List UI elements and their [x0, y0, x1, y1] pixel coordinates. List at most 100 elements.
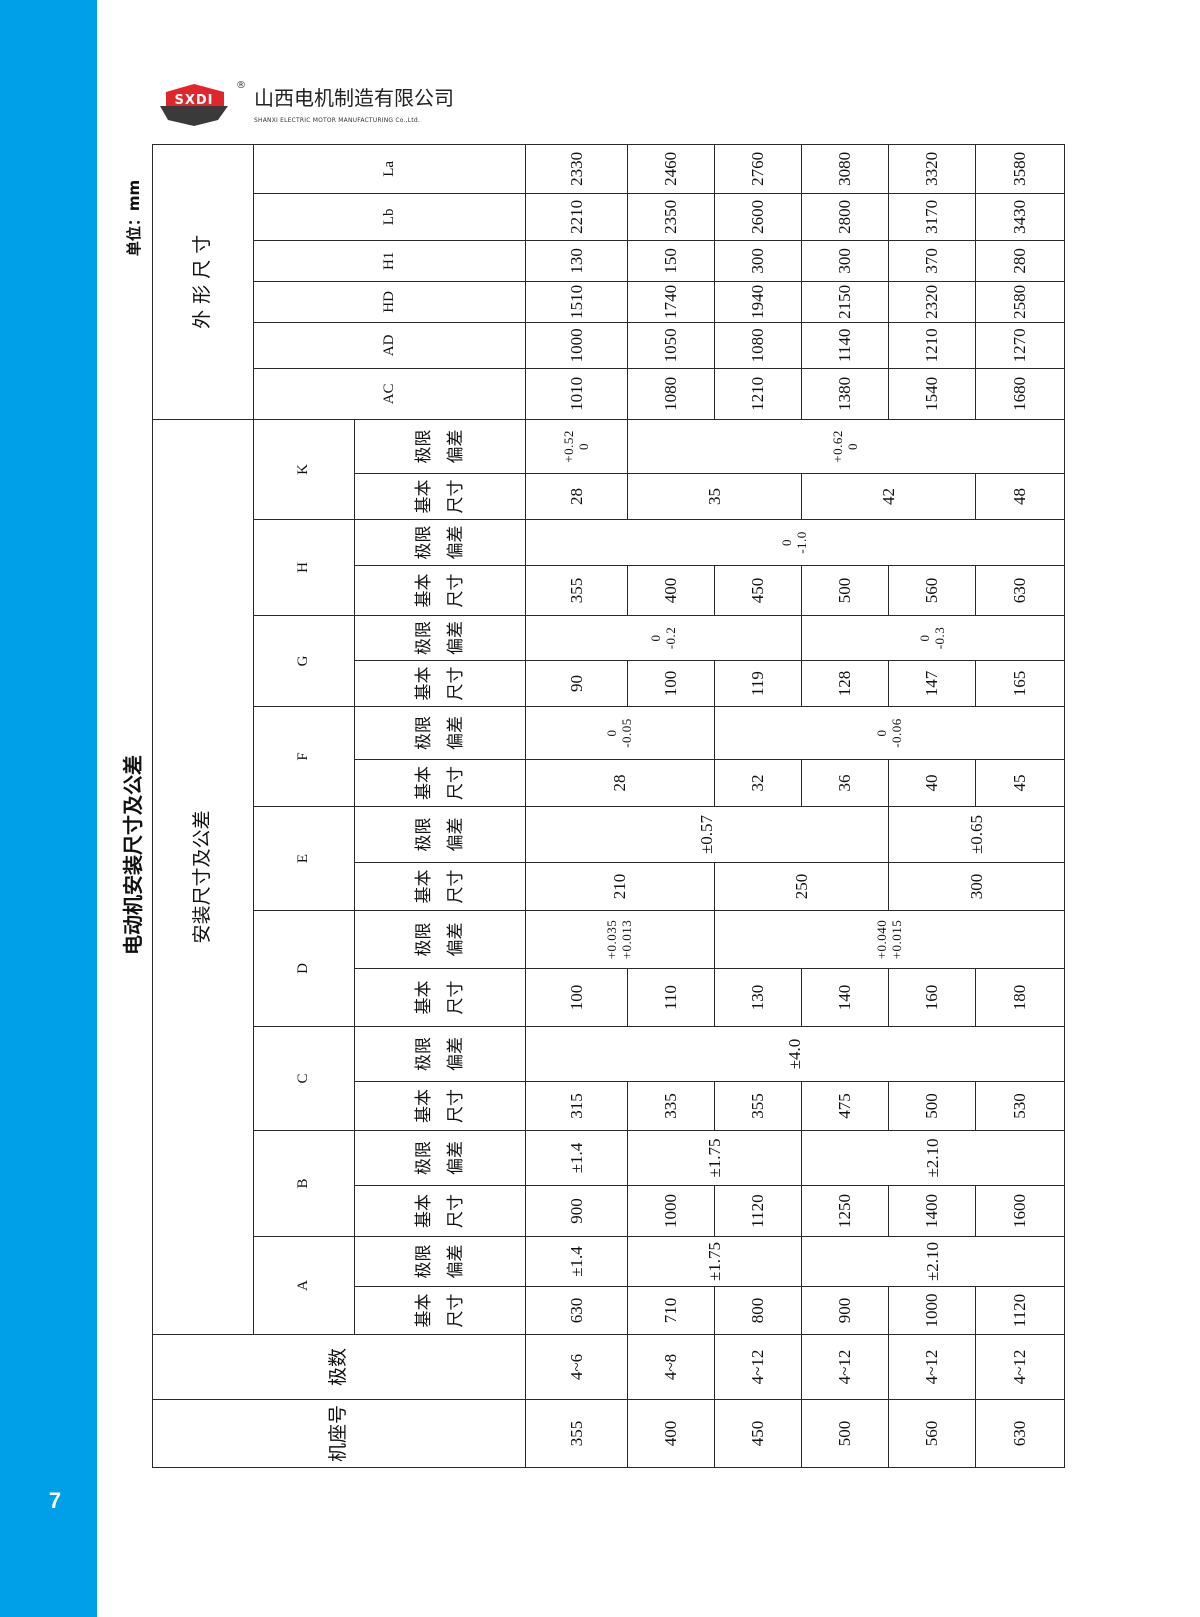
dimension-group-C: C — [253, 1026, 355, 1131]
outline-col-H1: H1 — [253, 240, 526, 282]
poles-header: 极数 — [152, 1334, 526, 1400]
cell-f-basic: 32 — [714, 759, 802, 807]
basic-size-label: 基本 尺寸 — [354, 565, 526, 616]
cell-lb: 2800 — [801, 193, 889, 241]
cell-g-basic: 165 — [975, 660, 1065, 707]
cell-f-tol: 0 -0.05 — [525, 706, 715, 760]
cell-g-basic: 90 — [525, 660, 628, 707]
cell-frame: 450 — [714, 1399, 802, 1468]
basic-size-label: 基本 尺寸 — [354, 660, 526, 707]
tolerance-label: 极限 偏差 — [354, 806, 526, 863]
cell-frame: 400 — [627, 1399, 715, 1468]
cell-ad: 1140 — [801, 322, 889, 369]
cell-e-basic: 250 — [714, 862, 889, 911]
cell-poles: 4~12 — [801, 1334, 889, 1400]
cell-c-basic: 355 — [714, 1081, 802, 1131]
dimension-group-H: H — [253, 519, 355, 616]
cell-k-basic: 42 — [801, 473, 976, 520]
cell-b-tol: ±1.75 — [627, 1130, 802, 1186]
company-logo: SXDI ® 山西电机制造有限公司 SHANXI ELECTRIC MOTOR … — [158, 80, 478, 134]
outline-dimensions-header: 外 形 尺 寸 — [152, 144, 254, 420]
tolerance-label: 极限 偏差 — [354, 1130, 526, 1186]
cell-a-basic: 1120 — [975, 1286, 1065, 1335]
cell-la: 3080 — [801, 144, 889, 194]
cell-a-basic: 630 — [525, 1286, 628, 1335]
cell-a-tol: ±1.4 — [525, 1236, 628, 1287]
cell-h-basic: 560 — [888, 565, 976, 616]
dimension-table: 机座号 极数 安装尺寸及公差外 形 尺 寸 A B C D E F G H K AC AD HD H1 Lb La… — [152, 144, 1065, 1468]
cell-ad: 1000 — [525, 322, 628, 369]
cell-lb: 2350 — [627, 193, 715, 241]
cell-h1: 300 — [801, 240, 889, 282]
cell-ac: 1080 — [627, 368, 715, 420]
header-row: A B C D E F G H K AC AD HD H1 Lb La — [253, 144, 526, 1467]
cell-poles: 4~6 — [525, 1334, 628, 1400]
cell-d-basic: 140 — [801, 968, 889, 1027]
tolerance-label: 极限 偏差 — [354, 519, 526, 566]
cell-g-basic: 147 — [888, 660, 976, 707]
cell-hd: 2320 — [888, 281, 976, 323]
cell-a-tol: ±2.10 — [801, 1236, 1065, 1287]
cell-d-basic: 180 — [975, 968, 1065, 1027]
outline-col-HD: HD — [253, 281, 526, 323]
cell-poles: 4~12 — [888, 1334, 976, 1400]
cell-f-basic: 45 — [975, 759, 1065, 807]
cell-f-tol: 0 -0.06 — [714, 706, 1065, 760]
tolerance-label: 极限 偏差 — [354, 1236, 526, 1287]
basic-size-label: 基本 尺寸 — [354, 862, 526, 911]
cell-h-basic: 630 — [975, 565, 1065, 616]
cell-d-basic: 130 — [714, 968, 802, 1027]
cell-h-basic: 355 — [525, 565, 628, 616]
cell-c-basic: 335 — [627, 1081, 715, 1131]
cell-frame: 560 — [888, 1399, 976, 1468]
dimension-group-A: A — [253, 1236, 355, 1335]
cell-g-basic: 128 — [801, 660, 889, 707]
outline-col-La: La — [253, 144, 526, 194]
company-name-en: SHANXI ELECTRIC MOTOR MANUFACTURING Co.,… — [254, 117, 420, 124]
cell-lb: 3430 — [975, 193, 1065, 241]
cell-lb: 2600 — [714, 193, 802, 241]
cell-ad: 1210 — [888, 322, 976, 369]
cell-f-basic: 40 — [888, 759, 976, 807]
cell-d-tol: +0.040 +0.015 — [714, 910, 1065, 969]
tolerance-label: 极限 偏差 — [354, 1026, 526, 1082]
cell-la: 2330 — [525, 144, 628, 194]
cell-frame: 500 — [801, 1399, 889, 1468]
sxdi-logo-icon: SXDI — [160, 84, 228, 126]
tolerance-label: 极限 偏差 — [354, 910, 526, 969]
dimension-group-E: E — [253, 806, 355, 911]
table-row: 355 4~6 630 ±1.4 900 ±1.4 315 ±4.0 100 +0.035 +0.… — [525, 144, 1065, 1468]
dimension-group-D: D — [253, 910, 355, 1027]
basic-size-label: 基本 尺寸 — [354, 1286, 526, 1335]
company-name-cn: 山西电机制造有限公司 — [254, 86, 454, 110]
cell-hd: 2150 — [801, 281, 889, 323]
side-color-band — [0, 0, 97, 1617]
cell-b-tol: ±2.10 — [801, 1130, 1065, 1186]
cell-d-basic: 160 — [888, 968, 976, 1027]
cell-la: 3320 — [888, 144, 976, 194]
cell-h1: 130 — [525, 240, 628, 282]
cell-poles: 4~8 — [627, 1334, 715, 1400]
cell-lb: 2210 — [525, 193, 628, 241]
cell-h1: 370 — [888, 240, 976, 282]
cell-h1: 300 — [714, 240, 802, 282]
cell-ac: 1010 — [525, 368, 628, 420]
cell-poles: 4~12 — [714, 1334, 802, 1400]
cell-hd: 1510 — [525, 281, 628, 323]
frame-size-header: 机座号 — [152, 1399, 526, 1468]
dimension-group-G: G — [253, 615, 355, 707]
cell-hd: 1740 — [627, 281, 715, 323]
header-row: 机座号 极数 安装尺寸及公差外 形 尺 寸 — [152, 144, 526, 1468]
cell-frame: 355 — [525, 1399, 628, 1468]
cell-f-basic: 36 — [801, 759, 889, 807]
cell-b-tol: ±1.4 — [525, 1130, 628, 1186]
cell-ac: 1210 — [714, 368, 802, 420]
cell-d-tol: +0.035 +0.013 — [525, 910, 715, 969]
cell-e-basic: 300 — [888, 862, 1065, 911]
cell-h-basic: 500 — [801, 565, 889, 616]
cell-b-basic: 1600 — [975, 1185, 1065, 1237]
dimension-group-K: K — [253, 419, 355, 520]
cell-poles: 4~12 — [975, 1334, 1065, 1400]
cell-h-basic: 400 — [627, 565, 715, 616]
cell-g-basic: 119 — [714, 660, 802, 707]
